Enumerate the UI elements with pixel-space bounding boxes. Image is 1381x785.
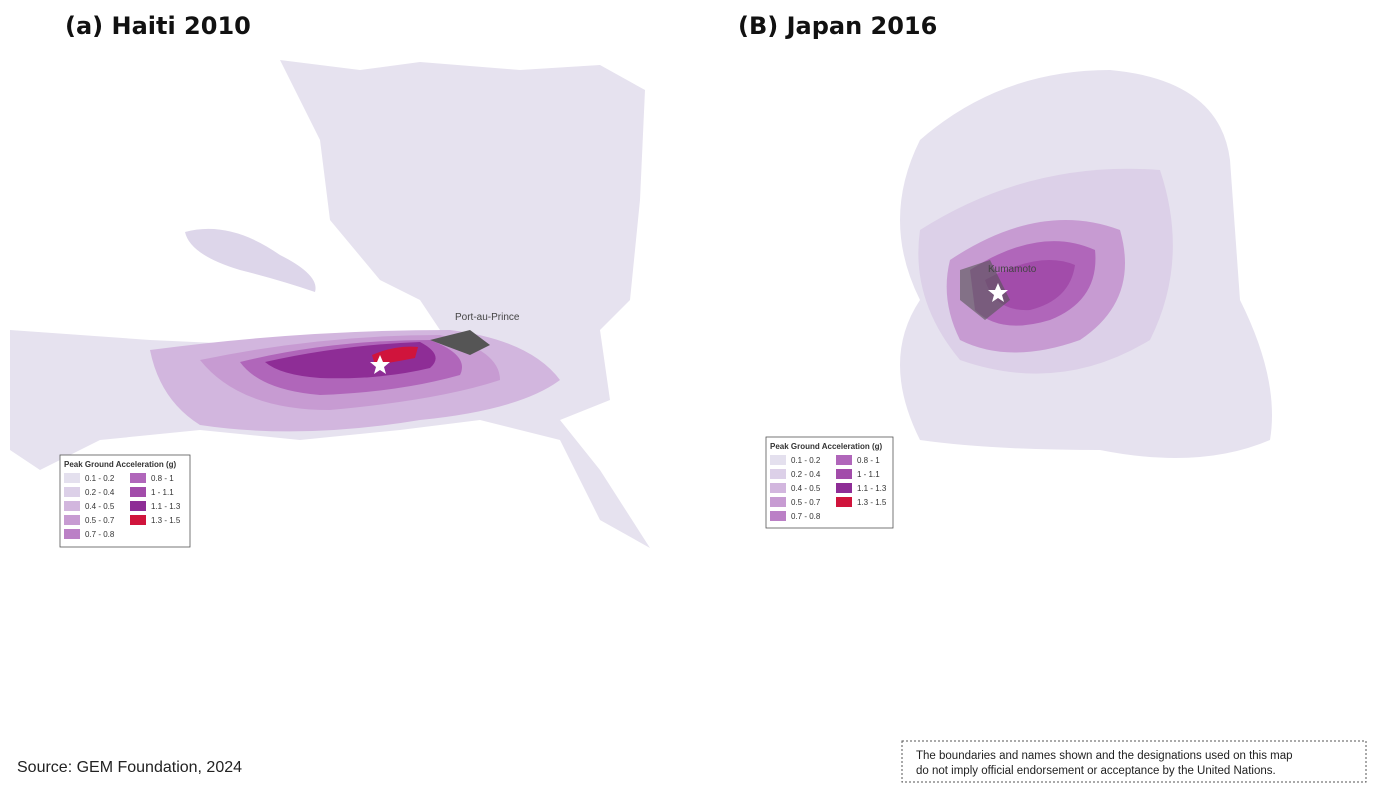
legend-label: 0.8 - 1 [151, 474, 174, 483]
legend-swatch [770, 483, 786, 493]
legend-label: 1.1 - 1.3 [857, 484, 887, 493]
legend: Peak Ground Acceleration (g) 0.1 - 0.2 0.2… [59, 454, 191, 548]
legend-label: 1 - 1.1 [151, 488, 174, 497]
legend-swatch [64, 501, 80, 511]
legend-swatch [770, 497, 786, 507]
place-label: Port-au-Prince [455, 312, 520, 323]
legend-label: 0.7 - 0.8 [85, 530, 115, 539]
legend-swatch [130, 487, 146, 497]
legend-label: 0.5 - 0.7 [85, 516, 115, 525]
legend-label: 0.4 - 0.5 [791, 484, 821, 493]
legend-swatch [64, 515, 80, 525]
legend-swatch [130, 501, 146, 511]
legend: Peak Ground Acceleration (g) 0.1 - 0.2 0.2… [765, 436, 894, 529]
disclaimer-box [901, 740, 1367, 783]
legend-swatch [64, 529, 80, 539]
panel-title: (a) Haiti 2010 [65, 12, 251, 40]
legend-swatch [64, 487, 80, 497]
legend-label: 0.4 - 0.5 [85, 502, 115, 511]
legend-label: 0.2 - 0.4 [85, 488, 115, 497]
panel-title: (B) Japan 2016 [738, 12, 937, 40]
legend-swatch [836, 469, 852, 479]
legend-label: 0.7 - 0.8 [791, 512, 821, 521]
legend-box [59, 454, 191, 548]
source: Source: GEM Foundation, 2024 [17, 759, 242, 776]
haiti-map: Port-au-Prince [10, 60, 650, 548]
legend-label: 1.1 - 1.3 [151, 502, 181, 511]
legend-label: 0.5 - 0.7 [791, 498, 821, 507]
legend-label: 0.8 - 1 [857, 456, 880, 465]
legend-title: Peak Ground Acceleration (g) [770, 442, 883, 451]
disclaimer-line: do not imply official endorsement or acc… [916, 765, 1276, 777]
legend-box [765, 436, 894, 529]
legend-swatch [770, 511, 786, 521]
legend-label: 0.1 - 0.2 [85, 474, 115, 483]
place-label: Kumamoto [988, 264, 1037, 275]
legend-swatch [770, 455, 786, 465]
legend-swatch [836, 483, 852, 493]
disclaimer-line: The boundaries and names shown and the d… [916, 750, 1293, 762]
legend-swatch [64, 473, 80, 483]
legend-label: 0.2 - 0.4 [791, 470, 821, 479]
legend-swatch [770, 469, 786, 479]
legend-label: 0.1 - 0.2 [791, 456, 821, 465]
legend-swatch [130, 515, 146, 525]
legend-swatch [836, 497, 852, 507]
legend-swatch [836, 455, 852, 465]
legend-label: 1.3 - 1.5 [857, 498, 887, 507]
legend-label: 1.3 - 1.5 [151, 516, 181, 525]
legend-title: Peak Ground Acceleration (g) [64, 460, 177, 469]
japan-map: Kumamoto [900, 70, 1272, 458]
legend-swatch [130, 473, 146, 483]
legend-label: 1 - 1.1 [857, 470, 880, 479]
